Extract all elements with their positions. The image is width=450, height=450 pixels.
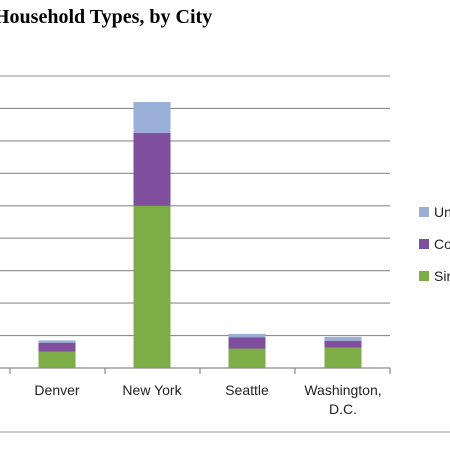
legend-swatch-unmarried — [419, 207, 429, 217]
legend-label-couple: Couple — [434, 236, 450, 252]
bar-segment-single — [324, 347, 362, 368]
x-tick-label: New York — [122, 382, 182, 398]
bar-segment-couple — [38, 342, 76, 352]
x-tick-label: Washington, D.C. — [304, 382, 381, 417]
bar-segment-couple — [133, 132, 171, 206]
legend-label-unmarried: Unmarried — [434, 204, 450, 220]
bar-segment-couple — [228, 337, 266, 349]
bar-segment-unmarried — [38, 340, 76, 343]
legend-label-single: Single — [434, 268, 450, 284]
bar-segment-single — [38, 351, 76, 368]
x-tick-label: Seattle — [225, 382, 269, 398]
gridlines — [0, 75, 390, 337]
legend-swatch-couple — [419, 239, 429, 249]
bar-segment-couple — [324, 340, 362, 348]
bar-segment-single — [228, 348, 266, 368]
bar-segment-single — [133, 205, 171, 368]
bar-segment-unmarried — [324, 336, 362, 341]
legend-swatch-single — [419, 271, 429, 281]
bar-segment-unmarried — [133, 102, 171, 133]
x-axis — [0, 367, 391, 374]
bars — [38, 102, 362, 368]
x-tick-label: Denver — [34, 382, 79, 398]
legend: Unmarried Couple Single — [419, 204, 450, 284]
bar-segment-unmarried — [228, 333, 266, 338]
x-tick-labels: Denver New York Seattle Washington, D.C. — [34, 382, 381, 417]
chart-title: Household Types, by City — [0, 6, 213, 28]
